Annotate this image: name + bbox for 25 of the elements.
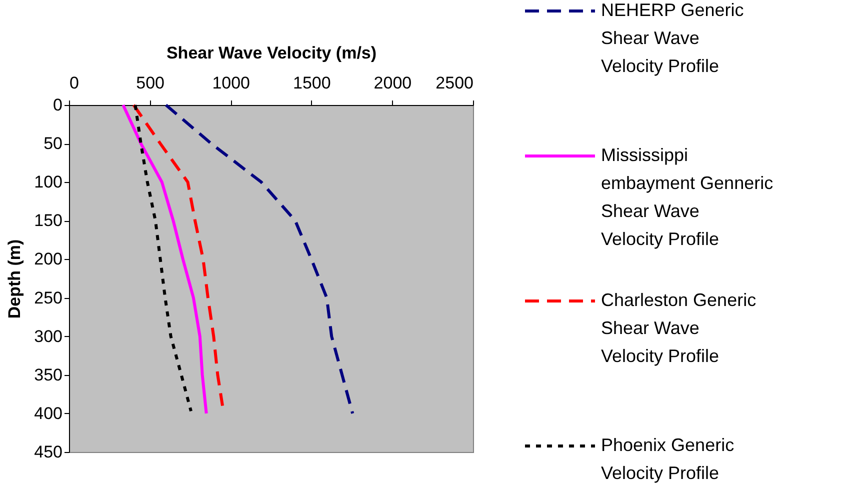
- x-tick-label: 1500: [292, 74, 331, 92]
- x-axis-title: Shear Wave Velocity (m/s): [166, 44, 377, 62]
- x-tick-label: 0: [70, 74, 79, 92]
- y-tick-label: 50: [44, 134, 62, 154]
- y-axis-title: Depth (m): [5, 239, 24, 319]
- y-tick-label: 450: [34, 442, 62, 462]
- legend-label: Phoenix Generic Velocity Profile: [601, 435, 734, 483]
- legend-label: Mississippi embayment Genneric Shear Wave Velocity Profile: [601, 145, 774, 249]
- legend-label: Charleston Generic Shear Wave Velocity Profile: [601, 290, 756, 366]
- y-tick-label: 200: [34, 250, 62, 269]
- y-tick-label: 0: [53, 96, 62, 114]
- y-tick-label: 400: [34, 404, 62, 423]
- y-tick-label: 150: [34, 211, 62, 230]
- x-tick-label: 2000: [374, 74, 412, 92]
- line-series: [132, 104, 224, 408]
- x-tick-label: 1000: [212, 74, 250, 92]
- legend-label: NEHERP Generic Shear Wave Velocity Profile: [601, 0, 744, 76]
- y-tick-label: 100: [34, 172, 62, 192]
- y-tick-label: 250: [34, 288, 62, 308]
- y-tick-label: 300: [34, 326, 62, 346]
- x-tick-label: 500: [136, 74, 164, 92]
- line-series: [122, 104, 208, 415]
- line-series: [164, 104, 354, 415]
- x-tick-label: 2500: [436, 74, 474, 92]
- y-tick-label: 350: [34, 365, 62, 384]
